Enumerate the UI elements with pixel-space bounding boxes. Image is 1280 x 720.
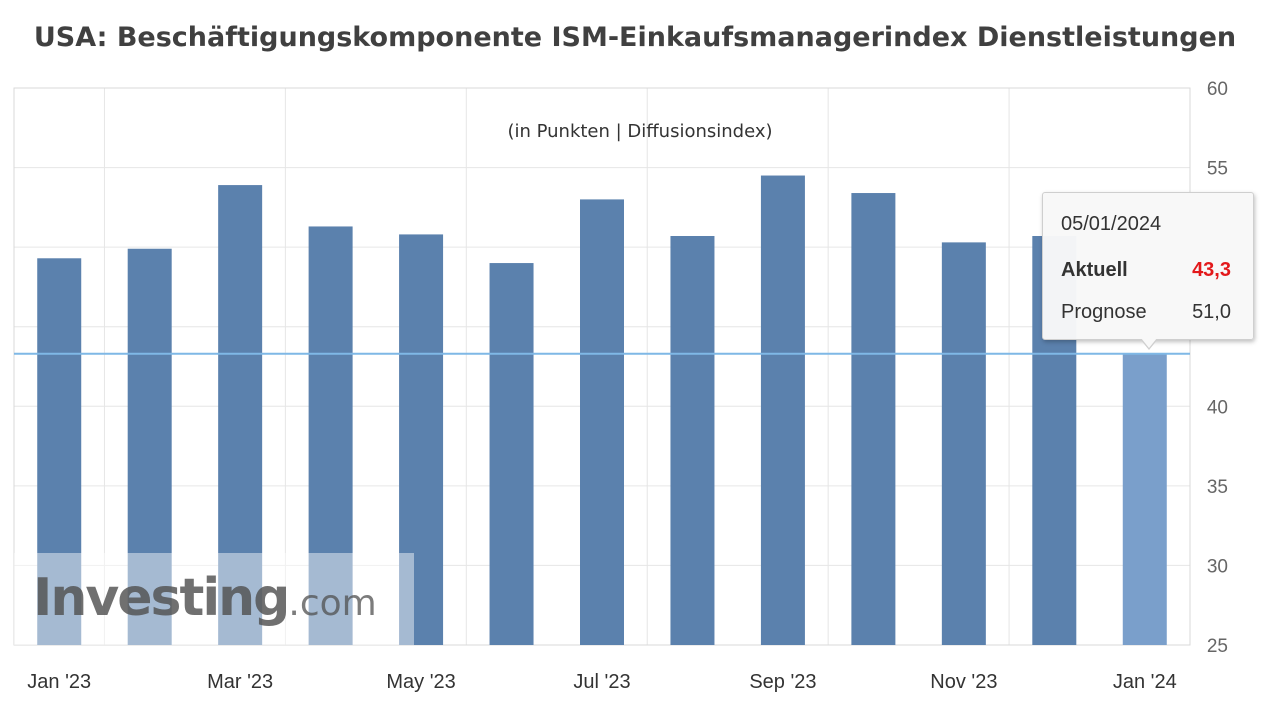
bar-12 [1122, 353, 1167, 645]
axis-layer: 25 30 35 40 55 60 Jan '23 Mar '23 May '23 Jul '23… [27, 79, 1228, 693]
y-tick-label: 25 [1207, 636, 1228, 657]
tooltip-actual-value: 43,3 [1192, 259, 1231, 281]
y-tick-label: 55 [1207, 159, 1228, 180]
bar-0 [37, 258, 82, 645]
x-tick-label: May '23 [386, 671, 455, 693]
bar-10 [941, 242, 986, 645]
data-tooltip: 05/01/2024 Aktuell 43,3 Prognose 51,0 [1042, 192, 1254, 340]
logo-tld: .com [288, 583, 377, 624]
chart-subtitle: (in Punkten | Diffusionsindex) [507, 121, 772, 142]
investing-logo: Investing.com [33, 568, 377, 628]
tooltip-forecast-label: Prognose [1061, 301, 1147, 323]
bars-layer [14, 175, 1190, 645]
x-tick-label: Nov '23 [930, 671, 997, 693]
bar-9 [851, 193, 896, 645]
y-tick-label: 30 [1207, 556, 1228, 577]
bar-6 [580, 199, 624, 645]
y-tick-label: 60 [1207, 79, 1228, 100]
x-tick-label: Jan '23 [27, 671, 91, 693]
tooltip-date: 05/01/2024 [1061, 213, 1162, 235]
bar-4 [399, 234, 444, 645]
y-tick-label: 35 [1207, 477, 1228, 498]
x-tick-label: Jan '24 [1113, 671, 1177, 693]
tooltip-forecast-value: 51,0 [1192, 301, 1231, 323]
logo-brand: Investing [33, 568, 290, 628]
bar-5 [489, 263, 534, 645]
tooltip-pointer-fill [1141, 338, 1157, 348]
watermark-band [14, 553, 414, 645]
bar-1 [127, 248, 172, 645]
bar-7 [670, 236, 715, 645]
tooltip-actual-label: Aktuell [1061, 259, 1128, 281]
bar-3 [308, 226, 353, 645]
x-tick-label: Mar '23 [207, 671, 273, 693]
bar-2 [218, 185, 263, 645]
x-tick-label: Sep '23 [749, 671, 816, 693]
x-tick-label: Jul '23 [573, 671, 630, 693]
bar-8 [760, 175, 805, 645]
y-tick-label: 40 [1207, 397, 1228, 418]
chart-title: USA: Beschäftigungskomponente ISM-Einkau… [33, 22, 1237, 53]
